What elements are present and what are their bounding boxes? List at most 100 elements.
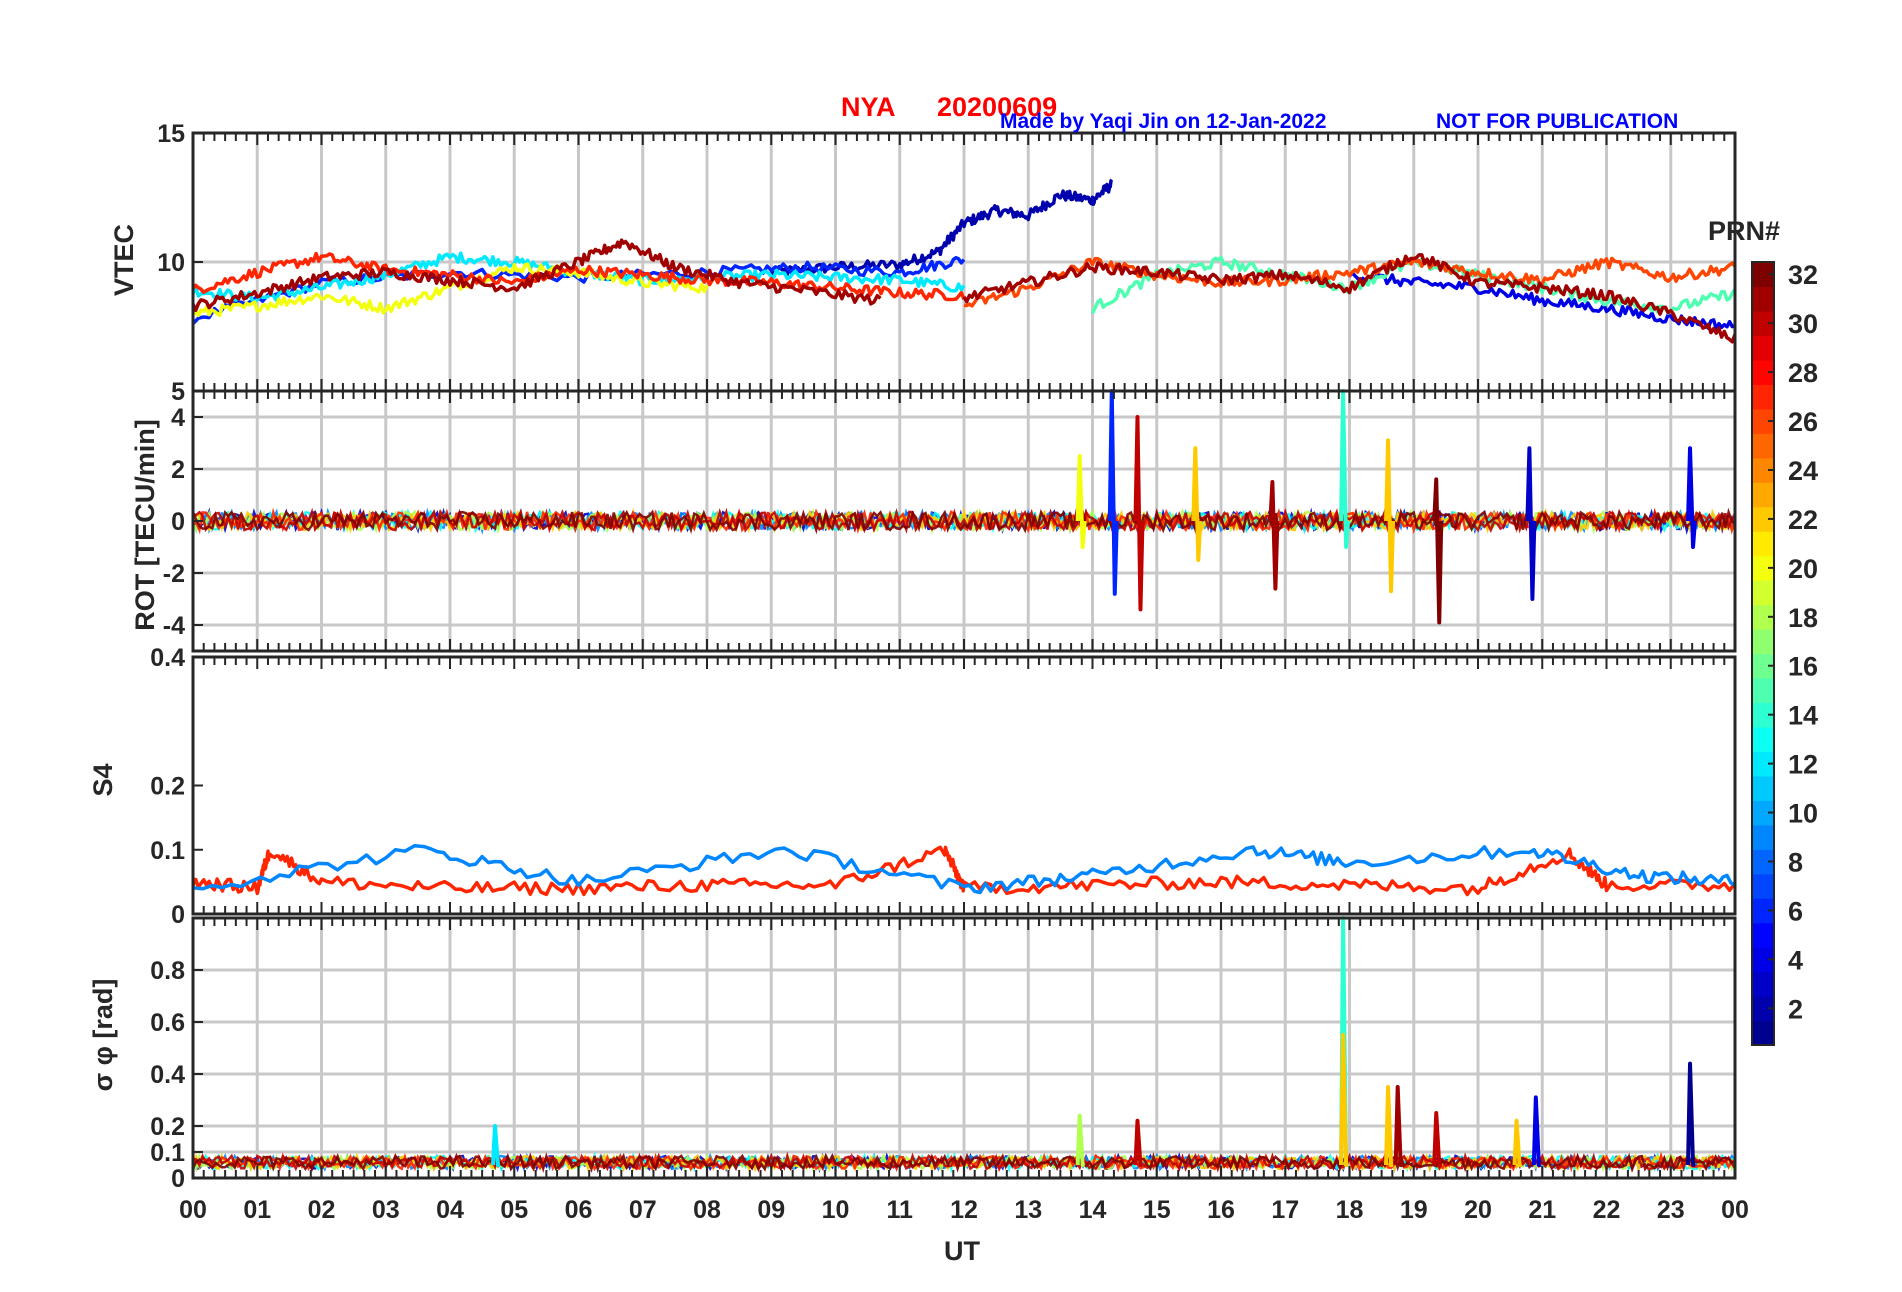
y-tick-label: 15: [157, 120, 185, 148]
x-tick-label: 10: [822, 1196, 850, 1224]
y-tick-label: 5: [171, 378, 185, 406]
s4-ylabel: S4: [88, 763, 118, 796]
colorbar-tick-label: 14: [1788, 701, 1818, 731]
y-tick-label: 0: [171, 508, 185, 536]
x-tick-label: 23: [1657, 1196, 1685, 1224]
spike-prn-22: [1384, 1085, 1394, 1167]
colorbar-cell-6: [1752, 898, 1774, 924]
notice-text: NOT FOR PUBLICATION: [1436, 110, 1678, 133]
colorbar-cell-20: [1752, 555, 1774, 581]
spike-prn-22: [1191, 446, 1203, 562]
spike-prn-3: [1525, 446, 1537, 601]
x-tick-label: 11: [887, 1196, 914, 1224]
x-tick-label: 16: [1207, 1196, 1235, 1224]
colorbar-tick-label: 22: [1788, 505, 1818, 535]
panel-frame-s4: [191, 655, 1737, 916]
colorbar-tick-label: 16: [1788, 652, 1818, 682]
colorbar-tick-label: 26: [1788, 407, 1818, 437]
series-line-prn-26: [963, 256, 1737, 308]
colorbar-cell-26: [1752, 408, 1774, 434]
sigma-phi-ylabel: σ φ [rad]: [88, 979, 118, 1092]
spike-prn-30: [1133, 415, 1145, 612]
spike-prn-22: [1384, 438, 1396, 594]
data-layer: [191, 178, 1737, 1174]
colorbar-tick-label: 12: [1788, 750, 1818, 780]
y-tick-label: 0.2: [150, 1113, 185, 1141]
spike-prn-22: [1339, 1033, 1349, 1167]
x-tick-label: 18: [1336, 1196, 1364, 1224]
x-tick-label: 08: [693, 1196, 721, 1224]
colorbar-title: PRN#: [1708, 216, 1780, 246]
spike-prn-12: [490, 1124, 500, 1167]
colorbar-cell-19: [1752, 580, 1774, 606]
colorbar-cell-23: [1752, 482, 1774, 508]
spike-prn-4: [1531, 1095, 1541, 1167]
x-tick-label: 01: [243, 1196, 271, 1224]
colorbar-tick-label: 6: [1788, 896, 1803, 926]
spike-prn-31: [1268, 480, 1280, 591]
y-tick-label: 0: [171, 901, 185, 929]
axes-layer: 15105420-2-40.40.20.100.80.60.40.20.1000…: [150, 120, 1749, 1224]
colorbar-cell-11: [1752, 775, 1774, 801]
x-tick-label: 06: [565, 1196, 593, 1224]
x-tick-label: 22: [1593, 1196, 1621, 1224]
colorbar-cell-8: [1752, 849, 1774, 875]
colorbar-cell-25: [1752, 433, 1774, 459]
colorbar-cell-21: [1752, 531, 1774, 557]
series-line-prn-27: [191, 251, 966, 302]
colorbar-cell-9: [1752, 824, 1774, 850]
colorbar-cell-28: [1752, 359, 1774, 385]
spike-prn-14: [1339, 389, 1351, 549]
colorbar-tick-label: 4: [1788, 945, 1803, 975]
series-line-prn-9: [192, 843, 1736, 895]
spike-prn-32: [1432, 477, 1444, 625]
colorbar-cell-27: [1752, 384, 1774, 410]
baseline-noise-prn-32: [191, 507, 1737, 535]
baseline-noise-prn-22: [192, 507, 1735, 535]
y-tick-label: 0.1: [150, 1139, 185, 1167]
x-tick-label: 09: [757, 1196, 785, 1224]
colorbar-cell-32: [1752, 262, 1774, 288]
y-tick-label: 0.6: [150, 1009, 185, 1037]
colorbar-tick-label: 18: [1788, 603, 1818, 633]
spike-prn-1: [1686, 1061, 1696, 1167]
x-tick-label: 17: [1271, 1196, 1299, 1224]
x-tick-label: 00: [1721, 1196, 1749, 1224]
vtec-ylabel: VTEC: [109, 224, 139, 296]
colorbar-cell-1: [1752, 1020, 1774, 1046]
x-axis-label: UT: [944, 1236, 980, 1266]
y-tick-label: 2: [171, 456, 185, 484]
x-tick-label: 13: [1014, 1196, 1042, 1224]
x-tick-label: 14: [1079, 1196, 1107, 1224]
series-line-prn-2: [769, 178, 1114, 277]
x-tick-label: 03: [372, 1196, 400, 1224]
spike-prn-20: [1075, 454, 1087, 549]
colorbar-cell-3: [1752, 971, 1774, 997]
series-line-prn-31: [962, 253, 1737, 344]
series-line-prn-27: [191, 845, 1737, 897]
colorbar-tick-label: 32: [1788, 260, 1818, 290]
colorbar-cell-22: [1752, 506, 1774, 532]
colorbar-cell-2: [1752, 996, 1774, 1022]
y-tick-label: 0.2: [150, 773, 185, 801]
y-tick-label: 0: [171, 1165, 185, 1193]
y-tick-label: 0.4: [150, 644, 185, 672]
spike-prn-6: [1107, 389, 1119, 596]
colorbar-frame: [1751, 261, 1775, 1046]
x-tick-label: 05: [500, 1196, 528, 1224]
colorbar-cell-14: [1752, 702, 1774, 728]
credit-text: Made by Yaqi Jin on 12-Jan-2022: [1000, 110, 1326, 133]
series-line-prn-31: [191, 238, 882, 313]
x-tick-label: 04: [436, 1196, 464, 1224]
y-tick-label: -4: [163, 612, 185, 640]
series-line-prn-4: [1348, 270, 1736, 331]
colorbar-cell-18: [1752, 604, 1774, 630]
colorbar-tick-label: 24: [1788, 456, 1818, 486]
colorbar-tick-label: 30: [1788, 309, 1818, 339]
colorbar-cell-13: [1752, 726, 1774, 752]
y-tick-label: 0.8: [150, 957, 185, 985]
spike-prn-22: [1512, 1118, 1522, 1167]
colorbar-cell-7: [1752, 873, 1774, 899]
